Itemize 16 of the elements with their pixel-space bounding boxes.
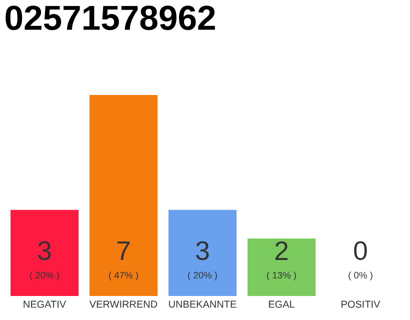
annotation: ( 20% )	[30, 272, 59, 280]
annotation: ( 47% )	[109, 272, 138, 280]
annotation: ( 20% )	[188, 272, 217, 280]
chart-title: 02571578962	[6, 6, 215, 30]
x-tick-label: NEGATIV	[24, 300, 66, 308]
data-label: 7	[117, 241, 130, 260]
annotation: ( 13% )	[267, 272, 296, 280]
data-label: 2	[275, 241, 288, 260]
x-tick-label: EGAL	[268, 300, 295, 308]
x-tick-label: UNBEKANNTE	[169, 300, 236, 308]
data-label: 0	[354, 241, 367, 260]
x-tick-label: POSITIV	[342, 300, 380, 308]
data-label: 3	[38, 241, 51, 260]
data-label: 3	[196, 241, 209, 260]
annotation: ( 0% )	[348, 272, 372, 280]
x-tick-label: VERWIRREND	[89, 300, 158, 308]
